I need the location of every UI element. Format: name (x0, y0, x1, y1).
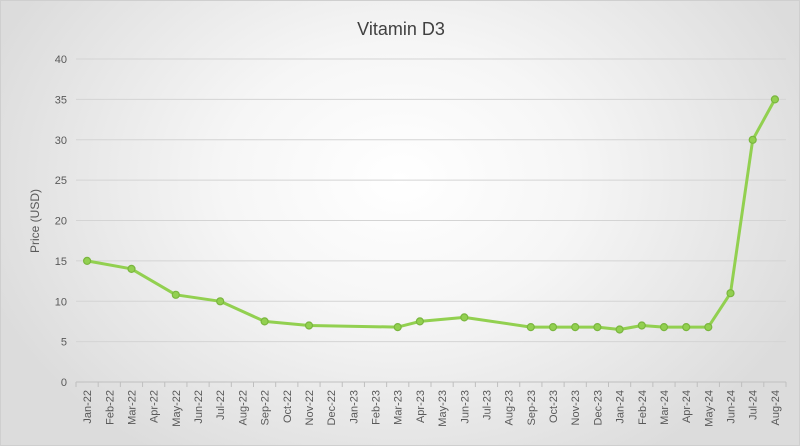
x-tick-label: Feb-23 (371, 390, 383, 425)
x-tick-label: Nov-23 (570, 390, 582, 425)
y-tick-label: 0 (61, 377, 67, 389)
x-tick-label: Sep-23 (526, 390, 538, 425)
data-point (726, 289, 735, 298)
data-point (393, 323, 402, 332)
data-point (548, 323, 558, 332)
x-tick-label: Aug-23 (504, 390, 516, 425)
x-tick-label: Jan-24 (615, 390, 627, 424)
data-point (748, 135, 757, 144)
data-point (260, 317, 269, 326)
x-tick-label: Jan-22 (82, 390, 94, 424)
data-point (637, 321, 646, 330)
series-line (85, 97, 777, 331)
y-tick-label: 30 (55, 135, 67, 147)
x-tick-label: Jul-24 (748, 390, 760, 420)
y-tick-label: 10 (55, 296, 67, 308)
x-tick-label: Aug-22 (237, 390, 249, 425)
data-point (704, 323, 713, 332)
y-tick-label: 35 (55, 94, 67, 106)
data-point (526, 323, 535, 332)
x-tick-label: Apr-22 (149, 390, 161, 423)
data-point (571, 323, 580, 332)
x-tick-label: Nov-22 (304, 390, 316, 425)
data-point (304, 321, 314, 330)
x-tick-label: Apr-23 (415, 390, 427, 423)
x-tick-label: Dec-22 (326, 390, 338, 425)
x-tick-label: Jul-22 (215, 390, 227, 420)
data-point (216, 297, 225, 306)
x-tick-label: Sep-22 (260, 390, 272, 425)
x-tick-label: Dec-23 (592, 390, 604, 425)
x-tick-label: Feb-24 (637, 390, 649, 425)
data-point (460, 313, 469, 322)
x-tick-label: Jun-24 (726, 390, 738, 424)
x-tick-label: Mar-22 (126, 390, 138, 425)
x-tick-label: Oct-23 (548, 390, 560, 423)
data-point (82, 256, 92, 265)
y-tick-label: 5 (61, 337, 67, 349)
x-tick-label: Jun-22 (193, 390, 205, 424)
x-tick-label: Oct-22 (282, 390, 294, 423)
x-tick-label: Apr-24 (681, 390, 693, 423)
x-tick-label: Feb-22 (104, 390, 116, 425)
y-tick-label: 25 (55, 175, 67, 187)
y-tick-label: 40 (55, 54, 67, 66)
y-tick-label: 20 (55, 216, 67, 228)
x-tick-label: Jun-23 (459, 390, 471, 424)
data-point (659, 323, 669, 332)
chart-title: Vitamin D3 (357, 19, 445, 39)
x-tick-label: May-22 (171, 390, 183, 427)
data-point (593, 323, 602, 332)
x-tick-label: Aug-24 (770, 390, 782, 425)
y-tick-label: 15 (55, 256, 67, 268)
data-point (615, 325, 624, 334)
x-tick-label: Jul-23 (481, 390, 493, 420)
x-tick-label: Jan-23 (348, 390, 360, 424)
y-axis-label: Price (USD) (28, 189, 42, 253)
x-tick-label: Mar-24 (659, 390, 671, 425)
data-point (415, 317, 424, 326)
data-point (127, 264, 136, 273)
x-tick-label: Mar-23 (393, 390, 405, 425)
data-point (770, 95, 780, 104)
x-tick-label: May-24 (703, 390, 715, 427)
data-point (682, 323, 691, 332)
x-tick-label: May-23 (437, 390, 449, 427)
data-point (171, 290, 180, 299)
